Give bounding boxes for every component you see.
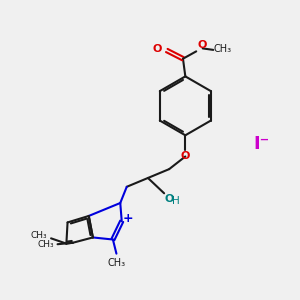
Text: H: H [172, 196, 180, 206]
Text: O: O [152, 44, 161, 54]
Text: O: O [181, 152, 190, 161]
Text: CH₃: CH₃ [213, 44, 231, 54]
Text: I⁻: I⁻ [254, 135, 270, 153]
Text: CH₃: CH₃ [31, 232, 47, 241]
Text: +: + [123, 212, 134, 225]
Text: CH₃: CH₃ [38, 240, 54, 249]
Text: O: O [198, 40, 207, 50]
Text: CH₃: CH₃ [108, 258, 126, 268]
Text: O: O [165, 194, 174, 205]
